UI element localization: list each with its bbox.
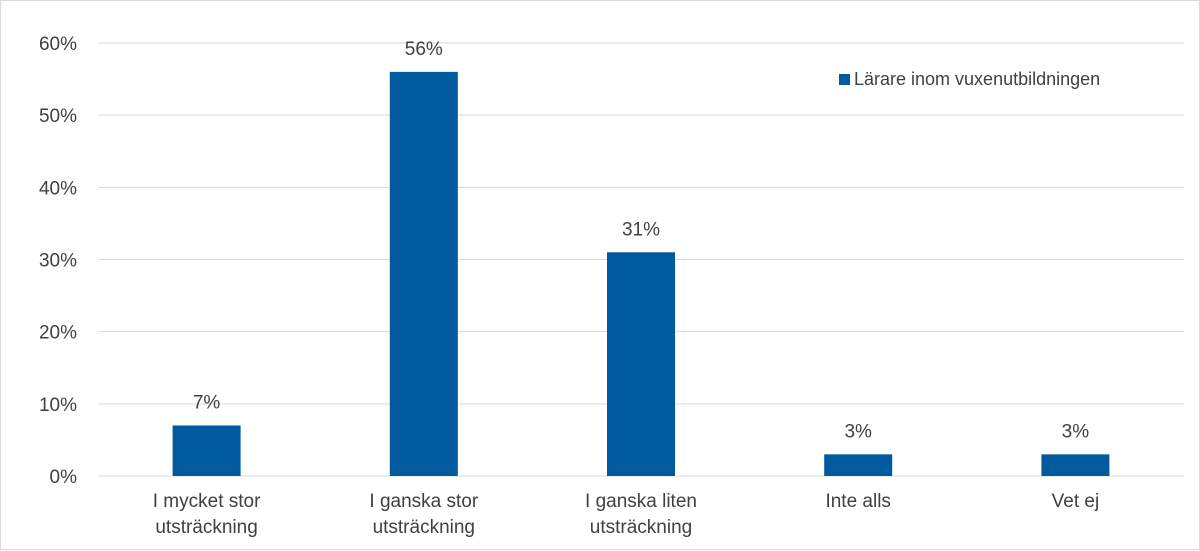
y-tick-label: 0% <box>50 467 78 488</box>
x-category-label: Vet ej <box>1052 491 1100 512</box>
data-label: 3% <box>844 421 872 442</box>
x-category-label: I ganska liten <box>585 491 697 512</box>
x-category-label: Inte alls <box>825 491 890 512</box>
x-category-label: utsträckning <box>155 517 257 538</box>
data-label: 31% <box>622 219 660 240</box>
bar <box>824 454 893 476</box>
x-category-label: utsträckning <box>373 517 475 538</box>
legend-swatch <box>839 74 850 85</box>
bar <box>172 425 241 476</box>
y-tick-label: 20% <box>39 323 77 344</box>
data-label: 7% <box>193 392 221 413</box>
bar <box>607 252 675 476</box>
bar <box>1041 454 1110 476</box>
y-tick-label: 30% <box>39 251 77 272</box>
y-tick-label: 10% <box>39 395 77 416</box>
y-tick-label: 60% <box>39 34 77 55</box>
bar <box>389 71 458 476</box>
y-tick-label: 50% <box>39 106 77 127</box>
x-category-label: utsträckning <box>590 517 692 538</box>
x-category-label: I mycket stor <box>153 491 261 512</box>
legend-label: Lärare inom vuxenutbildningen <box>854 69 1100 89</box>
data-label: 3% <box>1062 421 1090 442</box>
y-tick-label: 40% <box>39 178 77 199</box>
data-label: 56% <box>405 39 443 60</box>
x-category-label: I ganska stor <box>369 491 478 512</box>
